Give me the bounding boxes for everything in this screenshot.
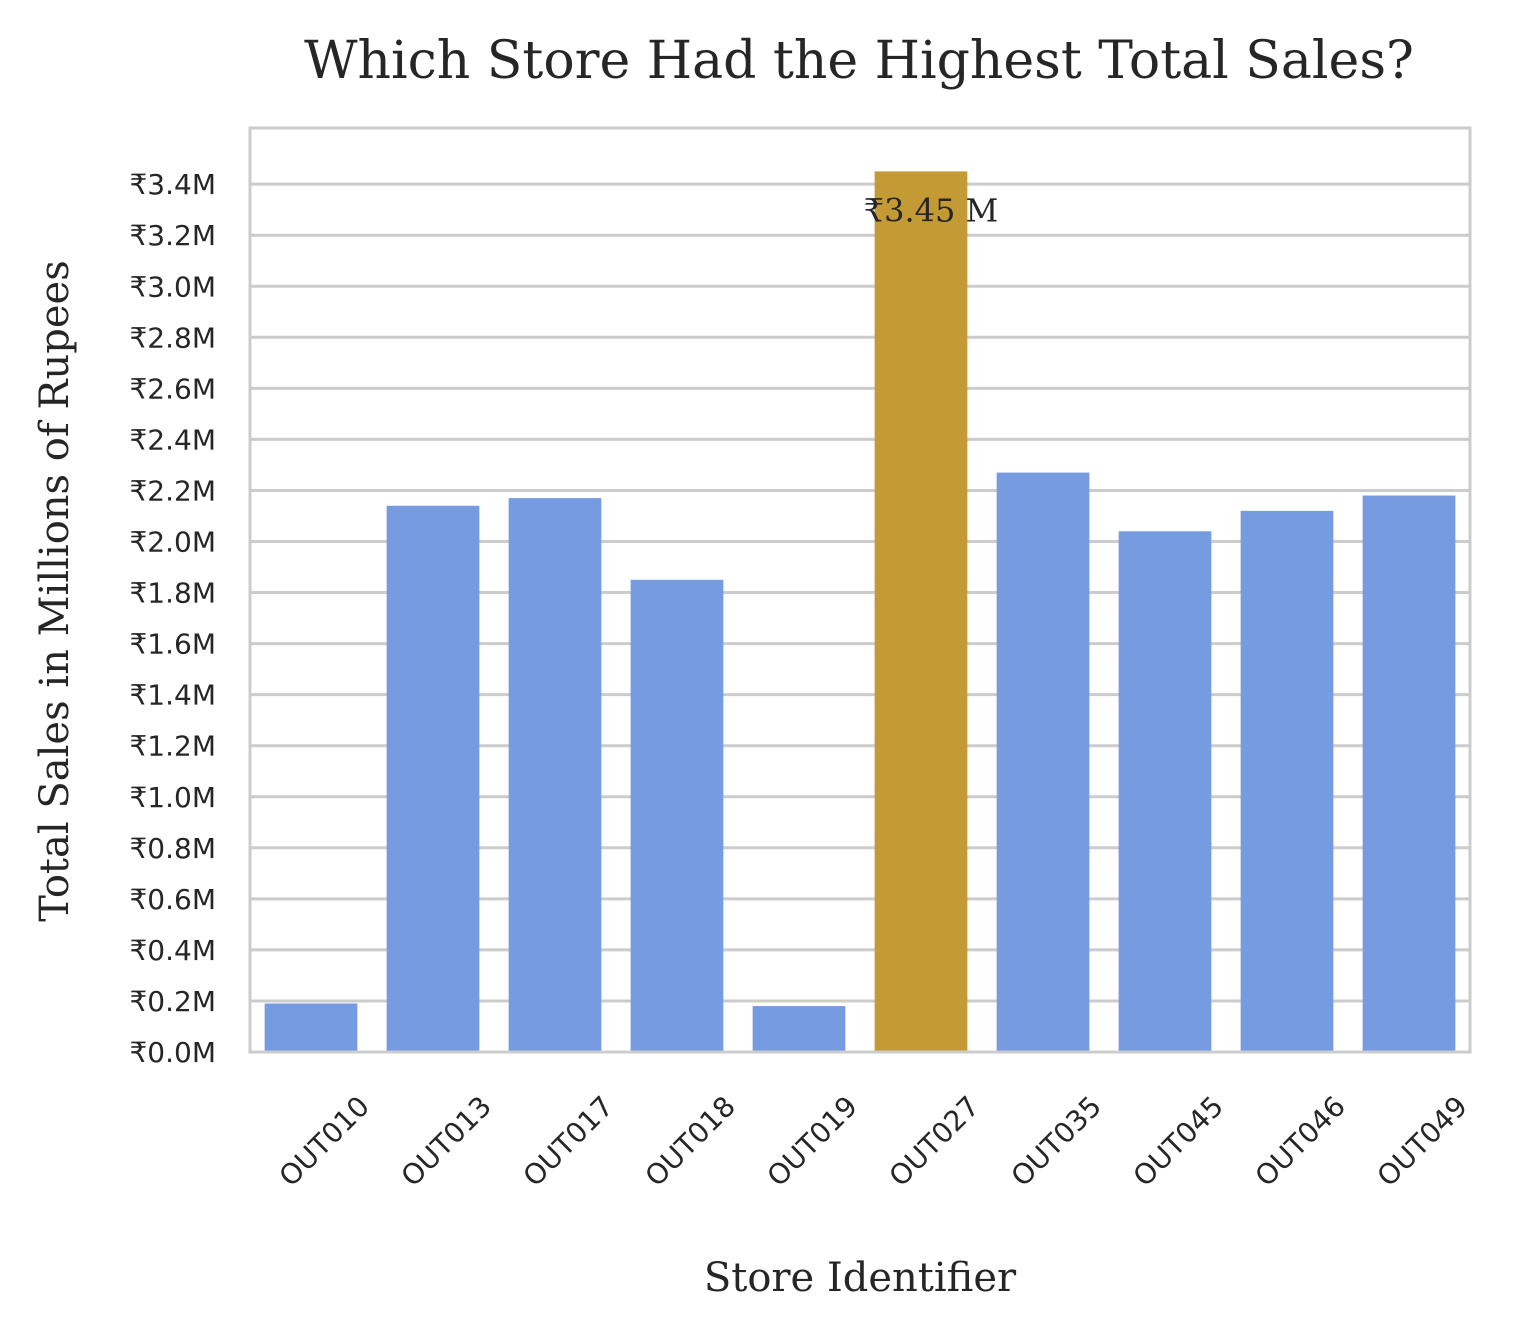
bar-annotation: ₹3.45 M (864, 191, 999, 229)
y-tick-label: ₹2.0M (129, 526, 216, 559)
bar-out017 (508, 498, 602, 1053)
y-tick-label: ₹0.8M (129, 832, 216, 865)
x-tick-label: OUT035 (1005, 1090, 1108, 1193)
y-tick-label: ₹1.6M (129, 628, 216, 661)
bar-out010 (264, 1003, 358, 1052)
bar-out027 (874, 171, 968, 1052)
chart-title: Which Store Had the Highest Total Sales? (304, 31, 1414, 91)
bar-out049 (1362, 495, 1456, 1053)
x-tick-label: OUT017 (517, 1090, 620, 1193)
y-axis-label: Total Sales in Millions of Rupees (32, 260, 78, 921)
y-tick-label: ₹1.0M (129, 781, 216, 814)
x-tick-label: OUT045 (1127, 1090, 1230, 1193)
x-tick-label: OUT019 (761, 1090, 864, 1193)
plot-frame (248, 126, 1472, 1054)
bar-out013 (386, 505, 480, 1052)
bar-out035 (996, 472, 1090, 1052)
y-tick-label: ₹0.4M (129, 934, 216, 967)
x-tick-labels: OUT010 OUT013 OUT017 OUT018 OUT019 OUT027 OUT0… (273, 1090, 1474, 1193)
y-tick-label: ₹2.4M (129, 423, 216, 456)
y-tick-label: ₹1.2M (129, 730, 216, 763)
y-tick-label: ₹2.2M (129, 474, 216, 507)
y-tick-label: ₹2.6M (129, 372, 216, 405)
y-tick-label: ₹2.8M (129, 321, 216, 354)
y-tick-label: ₹3.0M (129, 270, 216, 303)
x-tick-label: OUT018 (639, 1090, 742, 1193)
y-tick-label: ₹0.2M (129, 985, 216, 1018)
y-tick-label: ₹0.0M (129, 1036, 216, 1069)
bar-out019 (752, 1006, 846, 1052)
y-tick-labels: ₹0.0M ₹0.2M ₹0.4M ₹0.6M ₹0.8M ₹1.0M ₹1.2M ₹1.4M… (129, 168, 216, 1069)
bars (264, 171, 1456, 1053)
y-tick-label: ₹1.8M (129, 577, 216, 610)
x-tick-label: OUT046 (1249, 1090, 1352, 1193)
bar-out018 (630, 579, 724, 1052)
bar-out046 (1240, 510, 1334, 1052)
x-tick-label: OUT049 (1371, 1090, 1474, 1193)
y-tick-label: ₹3.2M (129, 219, 216, 252)
x-tick-label: OUT027 (883, 1090, 986, 1193)
x-tick-label: OUT010 (273, 1090, 376, 1193)
x-tick-label: OUT013 (395, 1090, 498, 1193)
y-tick-label: ₹3.4M (129, 168, 216, 201)
x-axis-label: Store Identifier (704, 1255, 1017, 1301)
y-tick-label: ₹1.4M (129, 679, 216, 712)
bar-out045 (1118, 531, 1212, 1052)
y-tick-label: ₹0.6M (129, 883, 216, 916)
